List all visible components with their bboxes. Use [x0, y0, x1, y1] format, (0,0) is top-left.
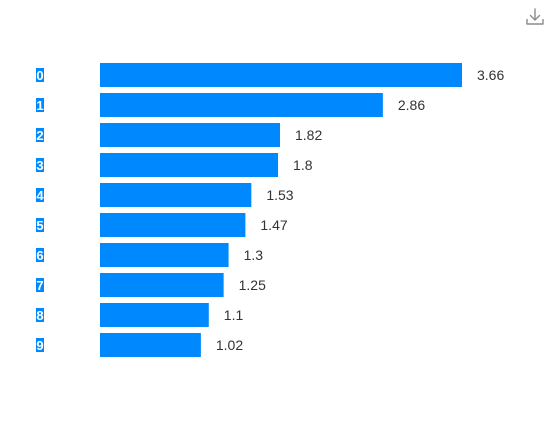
- bar-5[interactable]: [100, 213, 246, 237]
- category-label-bg: [36, 128, 44, 142]
- bar-9[interactable]: [100, 333, 201, 357]
- category-label-bg: [36, 278, 44, 292]
- category-label-text: 0: [36, 68, 43, 83]
- category-label-text: 2: [36, 128, 43, 143]
- category-label-bg: [36, 188, 44, 202]
- category-label-text: 9: [36, 338, 43, 353]
- category-label-8: 8: [36, 308, 44, 323]
- category-label-4: 4: [36, 188, 44, 203]
- value-label-4: 1.53: [266, 187, 293, 203]
- value-label-8: 1.1: [224, 307, 244, 323]
- download-icon: [526, 8, 544, 25]
- category-label-text: 4: [36, 188, 44, 203]
- bar-0[interactable]: [100, 63, 462, 87]
- value-label-7: 1.25: [239, 277, 266, 293]
- category-label-7: 7: [36, 278, 44, 293]
- category-label-text: 7: [36, 278, 43, 293]
- category-label-text: 5: [36, 218, 43, 233]
- category-labels-layer: 0 1 2 3 4 5 6 7 8 9: [36, 68, 44, 353]
- category-label-2: 2: [36, 128, 44, 143]
- value-label-9: 1.02: [216, 337, 243, 353]
- download-button[interactable]: [524, 6, 546, 28]
- bar-3[interactable]: [100, 153, 279, 177]
- category-label-bg: [36, 308, 44, 322]
- bar-6[interactable]: [100, 243, 229, 267]
- bar-1[interactable]: [100, 93, 383, 117]
- category-label-bg: [36, 158, 44, 172]
- category-label-bg: [36, 68, 44, 82]
- bars-layer: [100, 63, 462, 357]
- bar-4[interactable]: [100, 183, 252, 207]
- category-label-text: 1: [36, 98, 43, 113]
- category-label-9: 9: [36, 338, 44, 353]
- category-label-bg: [36, 338, 44, 352]
- category-label-bg: [36, 248, 44, 262]
- category-label-bg: [36, 218, 44, 232]
- value-label-5: 1.47: [260, 217, 287, 233]
- category-label-3: 3: [36, 158, 44, 173]
- category-label-text: 6: [36, 248, 43, 263]
- value-label-1: 2.86: [398, 97, 425, 113]
- category-label-6: 6: [36, 248, 44, 263]
- value-label-3: 1.8: [293, 157, 313, 173]
- value-labels-layer: 3.66 2.86 1.82 1.81.53 1.47 1.3 1.25 1.1 1.02: [216, 67, 505, 353]
- category-label-0: 0: [36, 68, 44, 83]
- value-label-2: 1.82: [295, 127, 322, 143]
- value-label-0: 3.66: [477, 67, 504, 83]
- category-label-1: 1: [36, 98, 44, 113]
- bar-7[interactable]: [100, 273, 224, 297]
- value-label-6: 1.3: [244, 247, 264, 263]
- bar-2[interactable]: [100, 123, 281, 147]
- category-label-text: 3: [36, 158, 43, 173]
- category-label-text: 8: [36, 308, 43, 323]
- category-label-bg: [36, 98, 44, 112]
- category-label-5: 5: [36, 218, 44, 233]
- bar-8[interactable]: [100, 303, 209, 327]
